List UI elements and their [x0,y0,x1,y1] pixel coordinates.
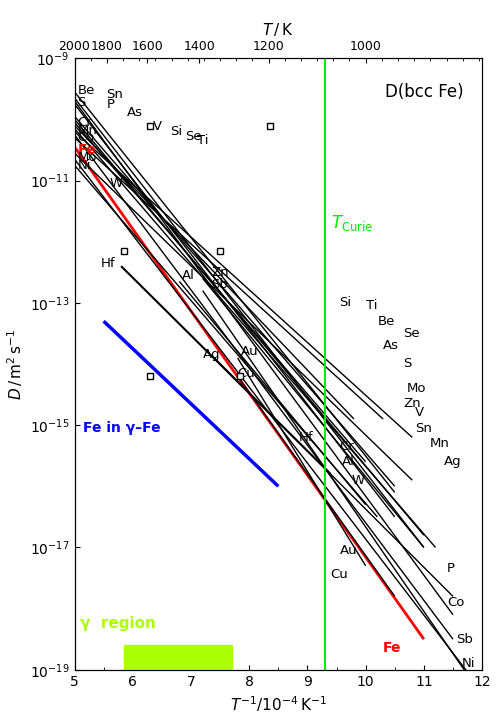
Text: Ni: Ni [462,657,475,670]
Text: Mn: Mn [430,437,450,450]
Text: $T_{\mathrm{Curie}}$: $T_{\mathrm{Curie}}$ [331,213,373,234]
Text: D(bcc Fe): D(bcc Fe) [385,83,463,101]
Text: Fe: Fe [383,641,402,655]
Bar [124,645,232,673]
Text: W: W [109,177,123,190]
Text: γ  region: γ region [81,617,156,631]
Text: Zn: Zn [211,266,229,279]
Text: Mn: Mn [78,124,97,137]
Text: Ti: Ti [366,299,377,312]
Text: Se: Se [404,327,420,340]
Text: Sn: Sn [415,422,432,435]
Text: Al: Al [342,455,355,468]
Text: W: W [351,474,364,487]
Text: Al: Al [182,269,195,282]
X-axis label: $T\,/\,\mathrm{K}$: $T\,/\,\mathrm{K}$ [262,21,294,38]
Text: Mo: Mo [78,151,97,164]
Text: Cu: Cu [238,367,255,380]
Text: Co: Co [78,131,95,144]
Text: Sb: Sb [211,278,228,291]
Text: Be: Be [78,84,95,97]
Text: Si: Si [170,125,183,138]
Text: Se: Se [185,130,202,143]
Text: Sb: Sb [456,633,473,646]
Text: Au: Au [241,345,258,358]
Text: As: As [383,339,399,352]
Text: S: S [78,96,86,108]
Y-axis label: $D\,/\,\mathrm{m}^2\,\mathrm{s}^{-1}$: $D\,/\,\mathrm{m}^2\,\mathrm{s}^{-1}$ [5,328,24,400]
Text: Cr: Cr [78,116,92,129]
Text: Fe: Fe [78,143,96,157]
X-axis label: $T^{-1}/10^{-4}\,\mathrm{K}^{-1}$: $T^{-1}/10^{-4}\,\mathrm{K}^{-1}$ [230,695,327,714]
Text: P: P [447,562,455,575]
Text: S: S [404,357,412,371]
Text: As: As [127,106,143,119]
Text: Si: Si [339,296,351,309]
Text: V: V [415,406,424,419]
Text: Be: Be [377,314,395,328]
Text: Hf: Hf [101,256,115,269]
Text: Ag: Ag [444,455,462,468]
Text: Zn: Zn [404,397,421,411]
Text: Fe in γ–Fe: Fe in γ–Fe [83,422,161,435]
Text: Co: Co [447,596,465,609]
Text: Ni: Ni [78,159,91,172]
Text: Ti: Ti [197,134,208,147]
Text: Cr: Cr [339,440,354,453]
Text: Au: Au [339,544,357,557]
Text: Cu: Cu [331,569,348,582]
Text: Hf: Hf [299,431,313,444]
Text: Sn: Sn [106,88,123,101]
Text: Mo: Mo [407,382,426,395]
Text: V: V [153,120,163,133]
Text: Ag: Ag [203,348,220,361]
Text: P: P [106,98,115,111]
